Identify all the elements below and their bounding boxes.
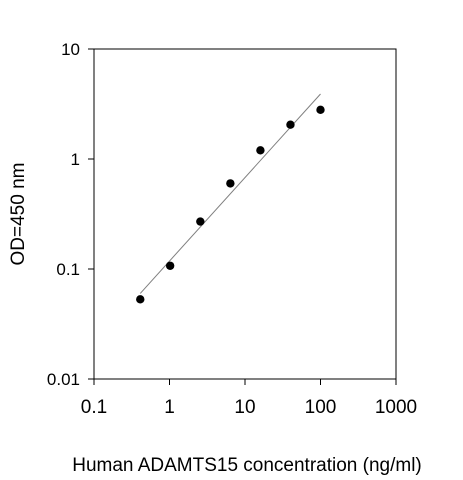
- data-point: [165, 261, 175, 270]
- x-tick-label: 100: [305, 397, 337, 418]
- data-point: [286, 120, 295, 129]
- y-tick-label: 10: [61, 40, 80, 59]
- data-points: [136, 105, 325, 304]
- x-tick-label: 1000: [375, 397, 417, 418]
- x-tick-label: 10: [234, 397, 255, 418]
- y-tick-label: 0.1: [56, 260, 80, 279]
- x-tick-label: 1: [164, 397, 175, 418]
- data-point: [226, 179, 235, 188]
- y-tick-label: 1: [71, 150, 80, 169]
- y-axis-ticks: 0.01 0.1 1 10: [47, 40, 94, 389]
- data-point: [196, 217, 205, 226]
- plot-frame: [93, 48, 397, 380]
- x-axis-ticks: 0.1 1 10 100 1000: [81, 379, 417, 418]
- y-axis-title: OD=450 nm: [8, 163, 29, 266]
- data-point: [316, 105, 325, 115]
- x-tick-label: 0.1: [81, 397, 107, 418]
- y-tick-label: 0.01: [47, 370, 80, 389]
- data-point: [136, 295, 145, 304]
- data-point: [256, 146, 265, 155]
- x-axis-title: Human ADAMTS15 concentration (ng/ml): [72, 455, 422, 476]
